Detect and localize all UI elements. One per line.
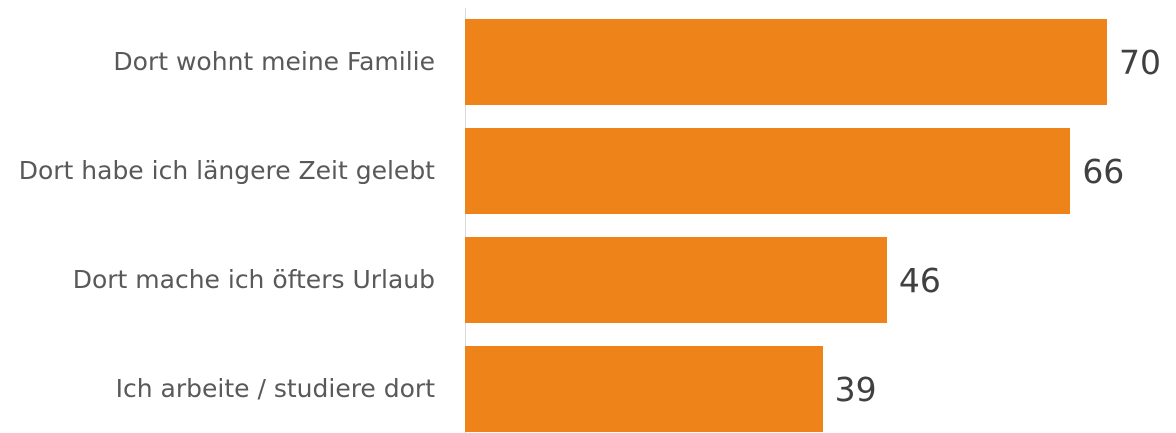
value-label: 46 xyxy=(898,260,941,300)
category-label: Dort habe ich längere Zeit gelebt xyxy=(18,155,435,185)
bar xyxy=(465,237,887,323)
bar xyxy=(465,346,823,432)
category-label: Dort wohnt meine Familie xyxy=(113,46,435,76)
value-label: 70 xyxy=(1119,42,1161,82)
category-label: Dort mache ich öfters Urlaub xyxy=(72,264,435,294)
value-label: 66 xyxy=(1082,151,1125,191)
value-label: 39 xyxy=(834,369,877,409)
category-label: Ich arbeite / studiere dort xyxy=(115,373,435,403)
bar xyxy=(465,19,1107,105)
axis-line xyxy=(465,8,466,433)
bar xyxy=(465,128,1071,214)
